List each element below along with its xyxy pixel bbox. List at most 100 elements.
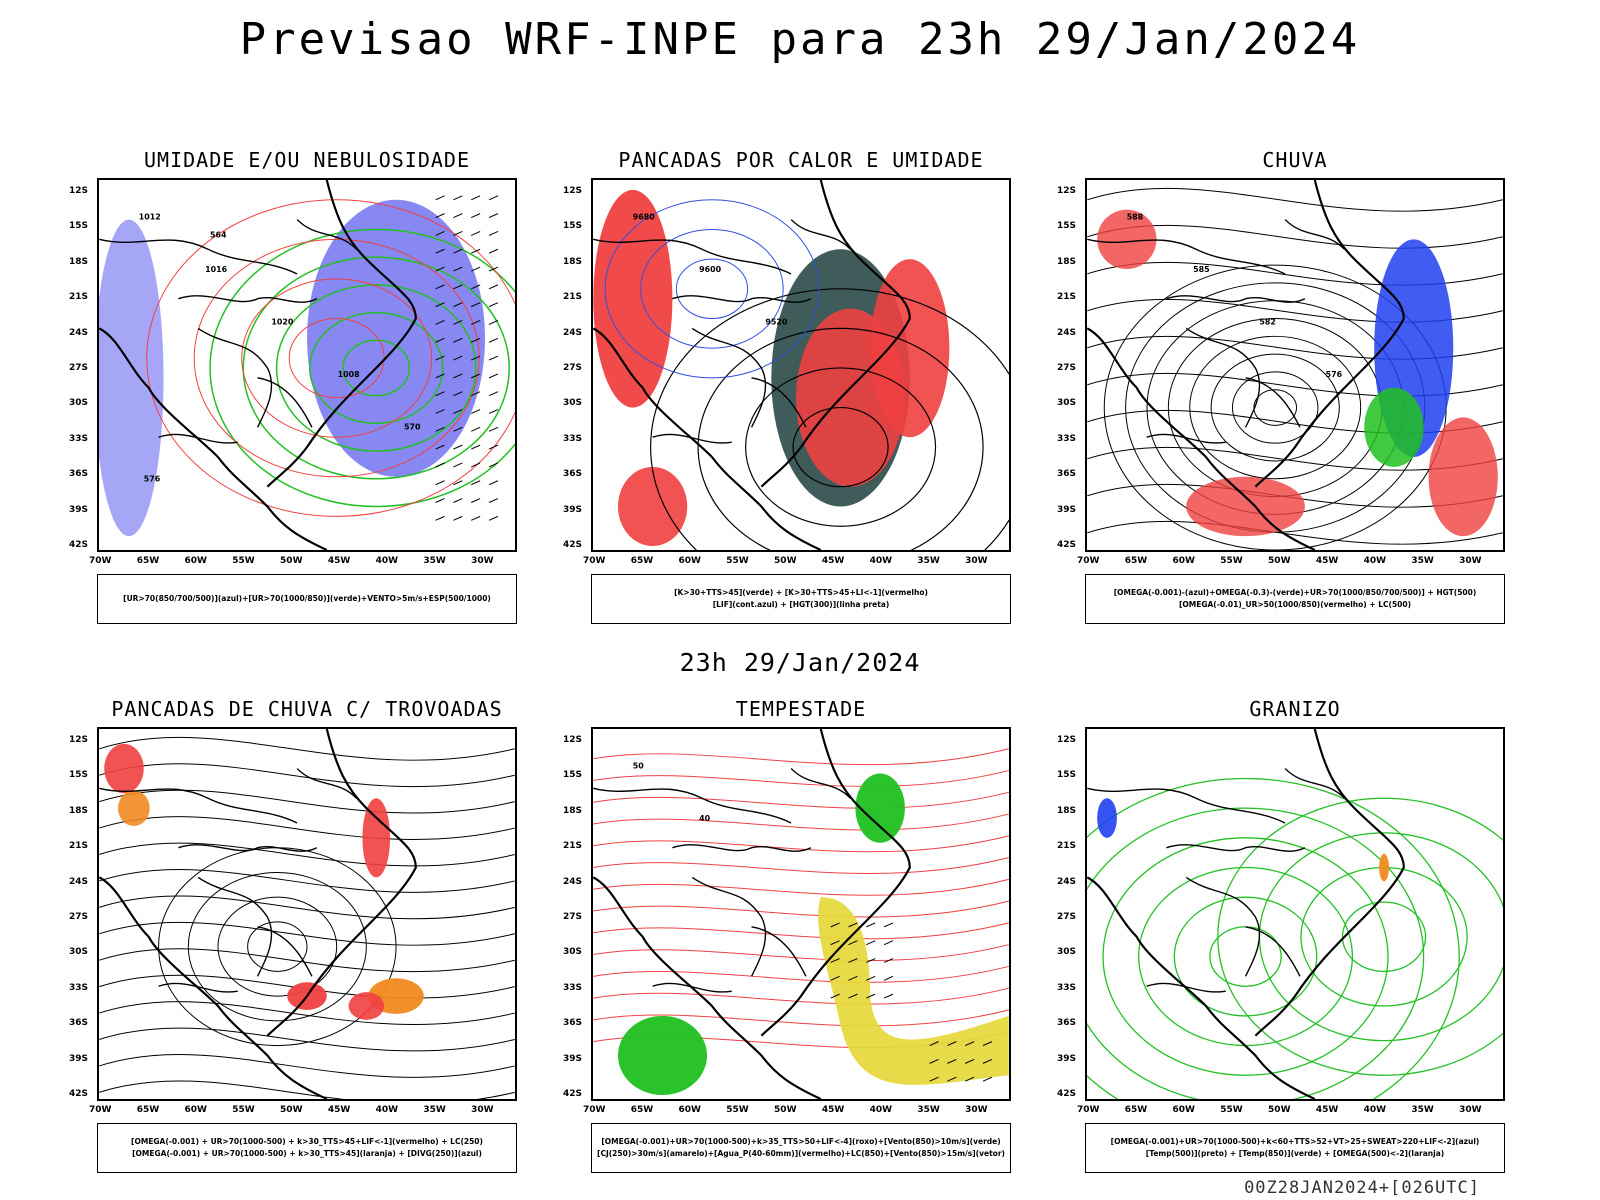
border-line [751, 377, 807, 428]
longitude-tick: 45W [327, 1105, 351, 1115]
wind-vector [453, 248, 463, 254]
wind-vector [488, 355, 499, 361]
omega-red [1428, 417, 1498, 537]
border-line [1245, 926, 1301, 977]
omega-red [1186, 476, 1305, 537]
latitude-tick: 21S [1057, 841, 1077, 852]
latitude-tick: 18S [563, 256, 583, 267]
latitude-tick: 21S [69, 841, 89, 852]
wind-vector [488, 213, 499, 219]
legend-box: [OMEGA(-0.001) + UR>70(1000-500) + k>30_… [97, 1123, 517, 1173]
pressure-contour-red [593, 748, 1009, 766]
wind-vector [435, 320, 445, 325]
wind-vector [435, 302, 445, 308]
map-canvas: 1012 1016 1020 1008 570 576 564 [99, 180, 515, 550]
wind-vector [435, 480, 445, 486]
latitude-tick: 39S [69, 1053, 89, 1064]
longitude-tick: 50W [774, 556, 797, 566]
latitude-tick: 18S [1057, 256, 1077, 267]
wind-vector [929, 1058, 939, 1064]
longitude-tick: 35W [917, 556, 940, 566]
wind-vector [471, 409, 481, 414]
border-line [1166, 295, 1306, 303]
instability-red [870, 259, 950, 438]
wind-vector [488, 462, 499, 468]
panel-title: PANCADAS DE CHUVA C/ TROVOADAS [111, 697, 503, 721]
wind-vector [435, 355, 445, 361]
border-line [257, 377, 313, 428]
lif-contour-blue [675, 258, 749, 319]
longitude-tick: 70W [1077, 556, 1100, 566]
thickness-contour-red [193, 238, 480, 478]
map-frame: 588 585 582 576 [1085, 178, 1505, 552]
latitude-tick: 33S [563, 433, 583, 444]
wind-vector [830, 993, 840, 999]
latitude-tick: 30S [69, 947, 89, 958]
legend-line: [OMEGA(-0.001)+UR>70(1000-500)+k>35_TTS>… [601, 1137, 1001, 1146]
streamline [99, 763, 515, 788]
wind-vector [965, 1058, 975, 1064]
latitude-tick: 33S [1057, 433, 1077, 444]
wind-vector [488, 409, 499, 414]
humidity-contour-green [275, 284, 477, 452]
border-line [158, 982, 238, 993]
contour-label: 9600 [699, 265, 722, 274]
latitude-tick: 30S [69, 398, 89, 409]
contour-label: 570 [404, 422, 421, 431]
omega-green [1364, 387, 1424, 467]
pressure-contour-red [593, 987, 1009, 1005]
geopotential-contour [1231, 371, 1319, 444]
streamline [217, 896, 338, 997]
temperature-850-green [1138, 866, 1354, 1047]
thickness-contour-red [288, 318, 385, 399]
longitude-tick: 40W [869, 556, 893, 566]
coastline [593, 180, 911, 550]
coastline [1087, 729, 1405, 1099]
border-line [197, 327, 273, 428]
longitude-tick: 45W [1315, 1105, 1339, 1115]
wind-vector [488, 284, 499, 290]
wind-vector [471, 515, 481, 521]
wind-vector [866, 922, 876, 928]
map-frame [1085, 727, 1505, 1101]
latitude-tick: 36S [563, 469, 583, 480]
latitude-tick: 15S [69, 221, 89, 232]
wind-vector [453, 302, 463, 308]
latitude-tick: 24S [1057, 327, 1077, 338]
latitude-tick: 36S [69, 469, 89, 480]
streamline [99, 1027, 515, 1052]
border-line [257, 926, 313, 977]
border-line [1284, 219, 1345, 250]
streamline [1087, 187, 1503, 212]
wind-vector [435, 409, 445, 414]
border-line [790, 219, 851, 250]
wind-vector [453, 213, 463, 219]
streamline [1087, 520, 1503, 545]
longitude-tick: 60W [184, 556, 207, 566]
wind-vector [866, 975, 876, 981]
border-line [1146, 433, 1226, 444]
wind-vector [453, 480, 463, 486]
legend-line: [CJ(250)>30m/s](amarelo)+[Agua_P(40-60mm… [597, 1149, 1005, 1158]
convection-red [348, 992, 385, 1020]
map-canvas: 588 585 582 576 [1087, 180, 1503, 550]
longitude-tick: 70W [89, 1105, 112, 1115]
legend-line: [LIF](cont.azul) + [HGT(300)](linha pret… [712, 600, 890, 609]
latitude-tick: 30S [563, 947, 583, 958]
latitude-tick: 18S [1057, 805, 1077, 816]
border-line [672, 844, 812, 852]
wind-vector [435, 230, 445, 236]
latitude-tick: 30S [563, 398, 583, 409]
wind-vector [471, 302, 481, 308]
latitude-tick: 18S [69, 805, 89, 816]
wind-vector [471, 337, 481, 343]
geopotential-contour [792, 406, 889, 488]
main-title: Previsao WRF-INPE para 23h 29/Jan/2024 [239, 14, 1361, 65]
sub-title: 23h 29/Jan/2024 [679, 648, 921, 677]
latitude-tick: 12S [1057, 186, 1077, 196]
wind-vector [471, 480, 481, 486]
thickness-contour-red [241, 278, 433, 438]
streamline [99, 736, 515, 761]
wind-vector [883, 975, 894, 981]
wind-vector [435, 266, 445, 272]
